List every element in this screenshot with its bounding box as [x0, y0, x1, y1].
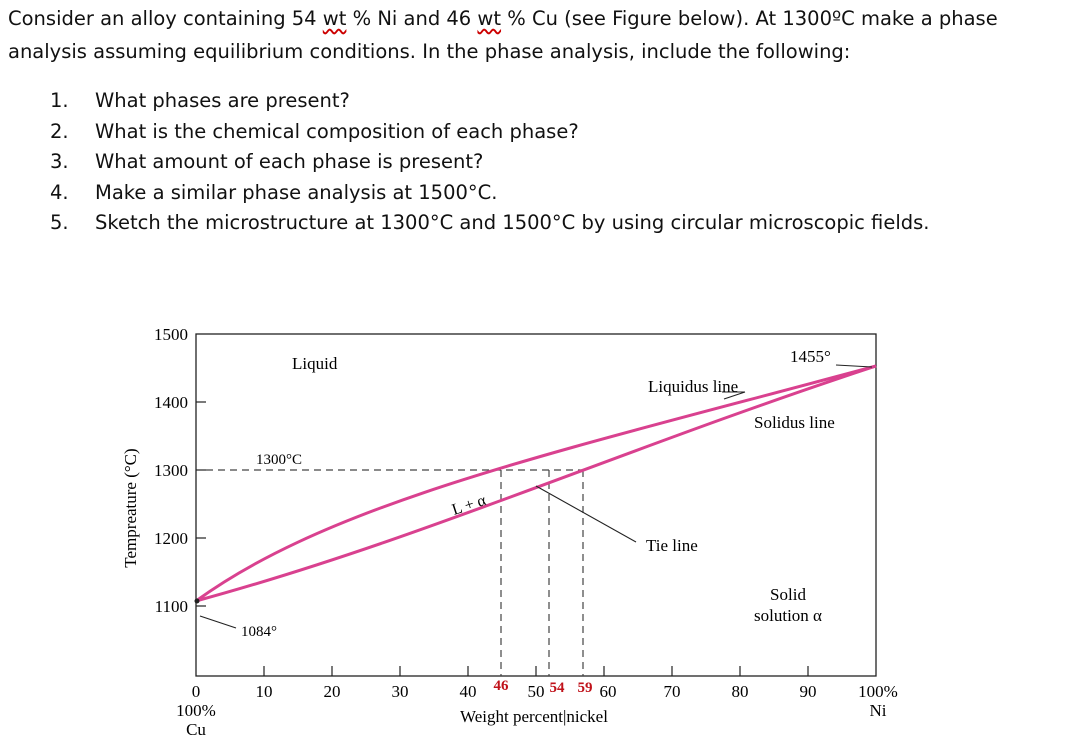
red-label: 54 — [550, 680, 566, 696]
x-tick-label: 20 — [324, 682, 341, 701]
x-tick-label: 100% — [858, 682, 898, 701]
ni-melting-point-label: 1455° — [790, 347, 831, 366]
solidus-curve — [195, 364, 877, 603]
x-tick-label: 70 — [664, 682, 681, 701]
question-text: Consider an alloy containing 54 wt % Ni … — [8, 2, 1058, 68]
x-tick-labels: 0 10 20 30 40 50 60 70 80 90 100% 100% C… — [176, 682, 898, 739]
solid-solution-label: solution α — [754, 606, 822, 625]
x-tick-label: 80 — [732, 682, 749, 701]
y-tick-labels: 1500 1400 1300 1200 1100 — [154, 325, 188, 616]
x-tick-marks — [263, 666, 809, 676]
two-phase-region-label: L + α — [450, 492, 489, 519]
spell-flagged-word: wt — [322, 7, 347, 30]
x-tick-label: 60 — [600, 682, 617, 701]
x-tick-label: 50 — [528, 682, 545, 701]
list-text: What phases are present? — [95, 89, 350, 112]
list-number: 5. — [50, 211, 69, 234]
list-text: Make a similar phase analysis at 1500°C. — [95, 180, 498, 204]
liquidus-label: Liquidus line — [648, 377, 738, 396]
y-tick-marks — [196, 401, 206, 607]
intro-part-b: % Ni and 46 — [346, 7, 478, 30]
x-right-sub-label: Ni — [870, 701, 887, 720]
list-item: 4. Make a similar phase analysis at 1500°… — [40, 178, 930, 209]
pointer-lines — [199, 364, 873, 629]
x-tick-label: 0 — [192, 682, 201, 701]
intro-part-c: % Cu (see Figure below). At 1300ºC make … — [501, 7, 998, 30]
intro-part-a: Consider an alloy containing 54 — [8, 7, 323, 30]
x-tick-label: 10 — [256, 682, 273, 701]
x-axis-label: Weight percent|nickel — [460, 707, 608, 726]
list-item: 2. What is the chemical composition of ea… — [40, 117, 930, 148]
red-label: 46 — [494, 678, 510, 694]
x-left-sub-label: 100% — [176, 701, 216, 720]
list-number: 4. — [50, 180, 69, 204]
liquidus-curve — [195, 364, 877, 603]
x-tick-label: 40 — [460, 682, 477, 701]
cu-melting-point-marker — [194, 598, 200, 604]
x-tick-label: 30 — [392, 682, 409, 701]
liquid-label: Liquid — [292, 354, 338, 373]
y-tick-label: 1200 — [154, 529, 188, 548]
isotherm-label: 1300°C — [256, 452, 302, 468]
list-number: 3. — [50, 150, 69, 173]
list-item: 1. What phases are present? — [40, 86, 930, 117]
y-tick-label: 1500 — [154, 325, 188, 344]
question-intro-line1: Consider an alloy containing 54 wt % Ni … — [8, 2, 1058, 35]
x-left-sub-label: Cu — [186, 720, 206, 739]
cu-melting-point-label: 1084° — [241, 624, 277, 640]
composition-dashed-lines — [500, 470, 584, 676]
y-axis-label: Tempreature (°C) — [121, 448, 140, 567]
y-tick-label: 1400 — [154, 393, 188, 412]
list-number: 2. — [50, 119, 69, 143]
diagram-labels: Liquid Liquidus line Solidus line 1455° … — [241, 347, 835, 640]
list-item: 5. Sketch the microstructure at 1300°C an… — [40, 208, 930, 239]
question-list: 1. What phases are present? 2. What is the… — [40, 86, 930, 239]
solid-label: Solid — [770, 585, 806, 604]
y-tick-label: 1300 — [154, 461, 188, 480]
question-intro-line2: analysis assuming equilibrium conditions… — [8, 40, 851, 63]
y-tick-label: 1100 — [155, 597, 188, 616]
list-text: What amount of each phase is present? — [95, 150, 484, 173]
list-item: 3. What amount of each phase is present? — [40, 147, 930, 178]
list-number: 1. — [50, 89, 69, 112]
red-composition-labels: 46 54 59 — [494, 678, 593, 696]
list-text: What is the chemical composition of each… — [95, 119, 579, 143]
list-text: Sketch the microstructure at 1300°C and … — [95, 211, 930, 234]
x-tick-label: 90 — [800, 682, 817, 701]
spell-flagged-word: wt — [477, 7, 502, 30]
red-label: 59 — [578, 680, 593, 696]
solidus-label: Solidus line — [754, 413, 835, 432]
tie-line-label: Tie line — [646, 536, 698, 555]
